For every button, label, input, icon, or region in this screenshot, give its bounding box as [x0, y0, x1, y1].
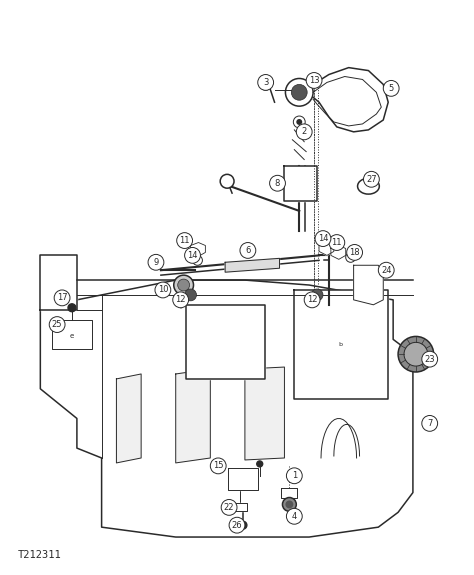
Circle shape [68, 304, 76, 312]
Text: 5: 5 [389, 84, 394, 93]
Circle shape [383, 81, 399, 96]
Polygon shape [331, 246, 346, 259]
Circle shape [378, 262, 394, 278]
Text: 11: 11 [179, 236, 190, 245]
Circle shape [184, 247, 201, 263]
Circle shape [398, 336, 434, 372]
Text: 25: 25 [52, 320, 63, 329]
Polygon shape [228, 468, 258, 489]
Text: 6: 6 [245, 246, 251, 255]
Text: 24: 24 [381, 266, 392, 275]
Circle shape [184, 289, 197, 301]
Text: 3: 3 [263, 78, 268, 87]
Text: 1: 1 [292, 472, 297, 480]
Polygon shape [186, 305, 264, 379]
Polygon shape [191, 243, 205, 256]
Text: 23: 23 [424, 355, 435, 363]
Polygon shape [354, 265, 383, 305]
Circle shape [239, 521, 247, 529]
Text: T212311: T212311 [18, 550, 61, 560]
Circle shape [422, 351, 438, 367]
Circle shape [364, 171, 379, 187]
Text: 15: 15 [213, 461, 223, 470]
Polygon shape [245, 367, 284, 460]
Polygon shape [176, 369, 210, 463]
Text: 9: 9 [153, 258, 159, 267]
Polygon shape [233, 504, 247, 511]
Text: 14: 14 [318, 234, 328, 243]
Polygon shape [294, 290, 388, 398]
Circle shape [283, 497, 296, 511]
Text: 27: 27 [366, 175, 377, 184]
Text: 7: 7 [427, 419, 432, 428]
Circle shape [311, 289, 323, 301]
Polygon shape [40, 280, 413, 537]
Circle shape [54, 290, 70, 306]
Circle shape [346, 244, 363, 260]
Circle shape [329, 235, 345, 251]
Circle shape [296, 124, 312, 140]
Circle shape [174, 275, 193, 295]
Circle shape [210, 458, 226, 474]
Circle shape [173, 292, 189, 308]
Circle shape [306, 72, 322, 89]
Circle shape [155, 282, 171, 298]
Circle shape [221, 500, 237, 515]
Text: 11: 11 [332, 238, 342, 247]
Polygon shape [282, 488, 297, 497]
Circle shape [296, 119, 302, 125]
Circle shape [49, 317, 65, 332]
Circle shape [270, 175, 285, 191]
Text: 10: 10 [158, 285, 168, 294]
Text: b: b [339, 342, 343, 347]
Text: 4: 4 [292, 512, 297, 521]
Polygon shape [319, 242, 334, 255]
Circle shape [177, 233, 192, 248]
Circle shape [285, 500, 293, 508]
Text: 2: 2 [301, 127, 307, 136]
Text: 12: 12 [175, 296, 186, 304]
Polygon shape [52, 320, 92, 349]
Circle shape [286, 468, 302, 484]
Text: 17: 17 [57, 293, 67, 302]
Text: e: e [70, 334, 74, 339]
Circle shape [404, 342, 428, 366]
Circle shape [148, 254, 164, 270]
Polygon shape [225, 258, 280, 272]
Text: 13: 13 [309, 76, 319, 85]
Text: 12: 12 [307, 296, 318, 304]
Polygon shape [40, 255, 77, 310]
Circle shape [258, 75, 273, 90]
Text: 18: 18 [349, 248, 360, 257]
Polygon shape [284, 166, 317, 201]
Circle shape [257, 461, 263, 467]
Circle shape [422, 416, 438, 431]
Polygon shape [117, 374, 141, 463]
Circle shape [240, 243, 256, 258]
Circle shape [286, 508, 302, 524]
Circle shape [315, 231, 331, 247]
Text: 26: 26 [232, 521, 242, 530]
Circle shape [261, 81, 271, 90]
Circle shape [229, 518, 245, 533]
Text: 8: 8 [275, 179, 280, 187]
Circle shape [304, 292, 320, 308]
Circle shape [178, 279, 190, 291]
Text: 22: 22 [224, 503, 234, 512]
Circle shape [220, 174, 234, 188]
Circle shape [292, 85, 307, 100]
Text: 14: 14 [187, 251, 198, 260]
